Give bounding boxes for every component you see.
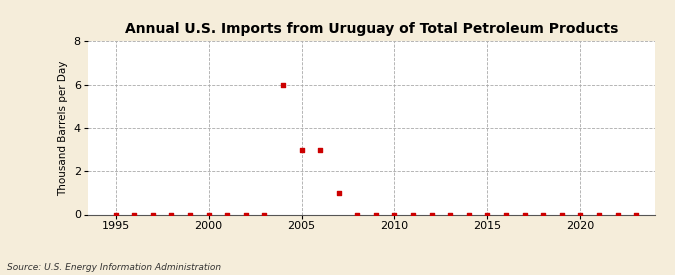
Point xyxy=(445,212,456,217)
Point xyxy=(593,212,604,217)
Point xyxy=(129,212,140,217)
Point xyxy=(277,82,288,87)
Point xyxy=(427,212,437,217)
Point xyxy=(371,212,381,217)
Point xyxy=(389,212,400,217)
Point xyxy=(482,212,493,217)
Y-axis label: Thousand Barrels per Day: Thousand Barrels per Day xyxy=(58,60,68,196)
Point xyxy=(259,212,270,217)
Point xyxy=(166,212,177,217)
Point xyxy=(147,212,158,217)
Point xyxy=(519,212,530,217)
Point xyxy=(203,212,214,217)
Point xyxy=(464,212,475,217)
Point xyxy=(296,147,307,152)
Point xyxy=(184,212,195,217)
Point xyxy=(630,212,641,217)
Point xyxy=(315,147,325,152)
Point xyxy=(612,212,623,217)
Point xyxy=(352,212,362,217)
Point xyxy=(222,212,233,217)
Point xyxy=(110,212,121,217)
Point xyxy=(538,212,549,217)
Point xyxy=(556,212,567,217)
Text: Source: U.S. Energy Information Administration: Source: U.S. Energy Information Administ… xyxy=(7,263,221,272)
Point xyxy=(408,212,418,217)
Point xyxy=(333,191,344,195)
Point xyxy=(240,212,251,217)
Point xyxy=(575,212,586,217)
Title: Annual U.S. Imports from Uruguay of Total Petroleum Products: Annual U.S. Imports from Uruguay of Tota… xyxy=(125,22,618,36)
Point xyxy=(501,212,512,217)
